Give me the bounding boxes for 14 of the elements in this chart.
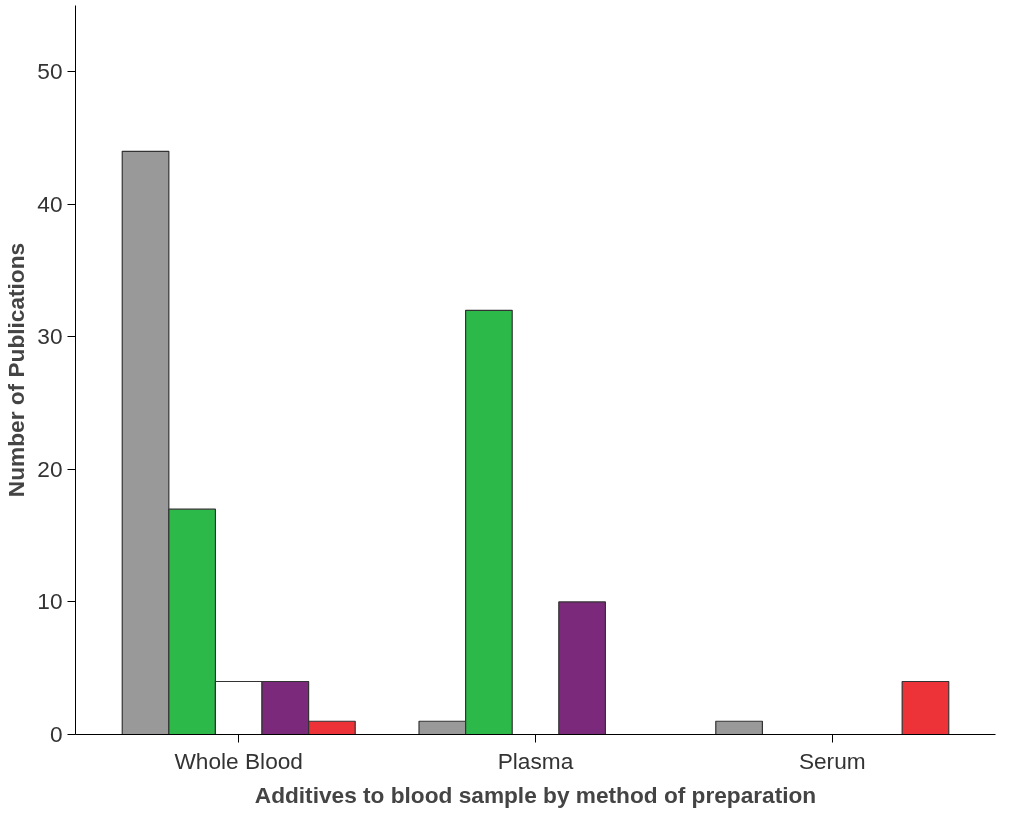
x-tick-label: Whole Blood (174, 747, 303, 774)
x-tick-label: Serum (798, 747, 866, 774)
y-tick-label: 10 (37, 588, 63, 615)
y-tick-label: 0 (49, 721, 63, 747)
bar (901, 680, 950, 735)
x-axis-title: Additives to blood sample by method of preparation (254, 781, 817, 808)
y-tick-label: 20 (37, 455, 63, 482)
bar (715, 720, 763, 735)
x-tick-label: Plasma (497, 747, 574, 774)
y-axis-title: Number of Publications (3, 242, 30, 498)
y-tick-label: 30 (37, 323, 63, 350)
y-tick-label: 40 (37, 190, 63, 217)
bar (558, 601, 606, 735)
y-tick-label: 50 (37, 58, 63, 85)
